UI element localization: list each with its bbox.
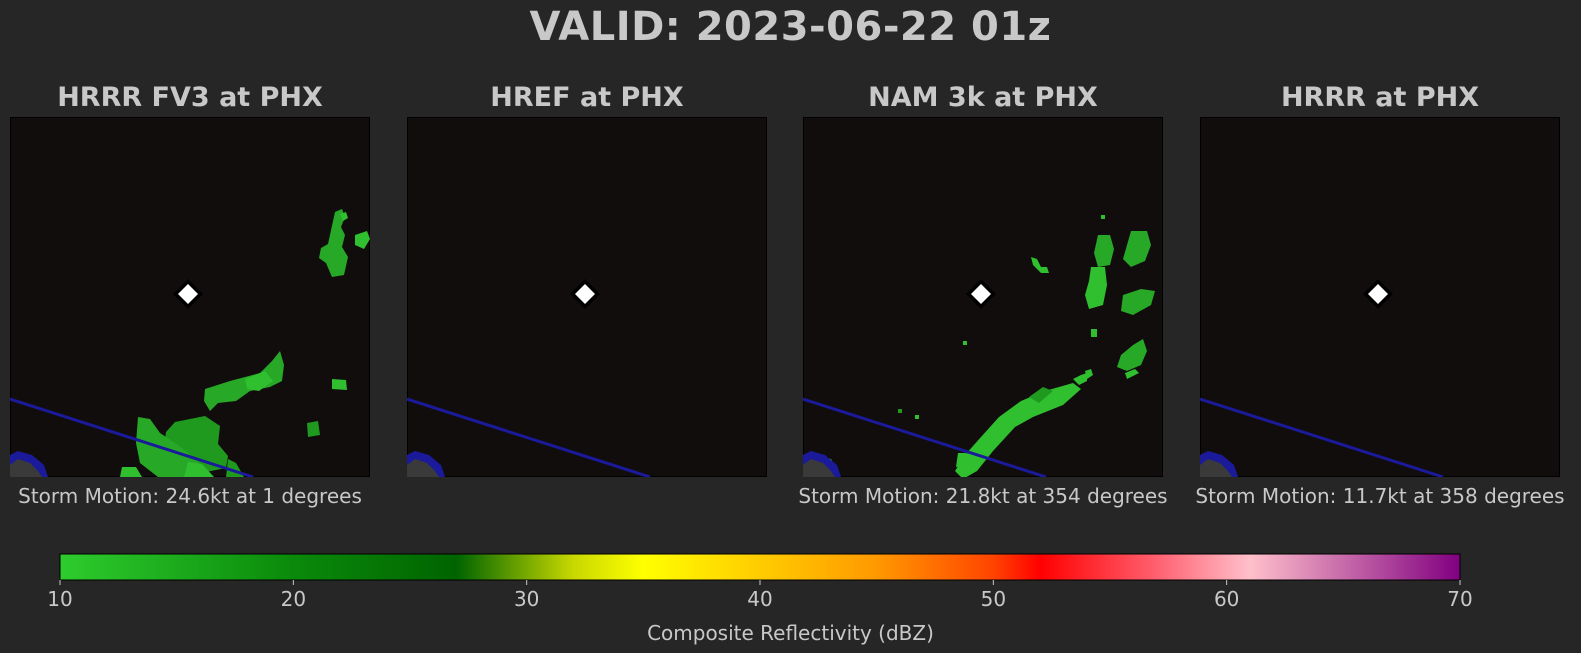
- radar-map-hrrr: [1200, 117, 1560, 477]
- station-marker-diamond-icon: [966, 279, 996, 309]
- colorbar-tick-label: 10: [47, 587, 72, 611]
- station-marker-diamond-icon: [173, 279, 203, 309]
- storm-motion-hrrr-fv3: Storm Motion: 24.6kt at 1 degrees: [18, 484, 362, 508]
- colorbar: 10 20 30 40 50 60 70: [47, 553, 1473, 611]
- colorbar-tick-label: 50: [981, 587, 1006, 611]
- storm-motion-hrrr: Storm Motion: 11.7kt at 358 degrees: [1195, 484, 1565, 508]
- colorbar-ticks: 10 20 30 40 50 60 70: [47, 580, 1473, 611]
- colorbar-tick-label: 60: [1214, 587, 1239, 611]
- state-boundary-line: [407, 397, 651, 477]
- colorbar-tick-label: 20: [281, 587, 306, 611]
- colorbar-gradient: [59, 553, 1461, 581]
- state-boundary-line: [803, 397, 1047, 477]
- reflectivity-echoes: [120, 209, 370, 477]
- colorbar-label: Composite Reflectivity (dBZ): [647, 621, 934, 645]
- panel-title-hrrr: HRRR at PHX: [1280, 82, 1480, 113]
- state-boundary-line: [1200, 397, 1444, 477]
- panel-title-nam-3k: NAM 3k at PHX: [868, 82, 1098, 113]
- state-boundary-line: [10, 397, 254, 477]
- reflectivity-echoes: [821, 215, 1155, 477]
- radar-map-nam-3k: [803, 117, 1163, 477]
- colorbar-tick-label: 40: [747, 587, 772, 611]
- station-marker-diamond-icon: [570, 279, 600, 309]
- page-title: VALID: 2023-06-22 01z: [529, 4, 1052, 50]
- panel-title-hrrr-fv3: HRRR FV3 at PHX: [57, 82, 323, 113]
- storm-motion-nam-3k: Storm Motion: 21.8kt at 354 degrees: [798, 484, 1168, 508]
- colorbar-tick-label: 30: [514, 587, 539, 611]
- station-marker-diamond-icon: [1363, 279, 1393, 309]
- radar-map-href: [407, 117, 767, 477]
- panel-title-href: HREF at PHX: [490, 82, 684, 113]
- colorbar-tick-label: 70: [1447, 587, 1472, 611]
- radar-map-hrrr-fv3: [10, 117, 370, 477]
